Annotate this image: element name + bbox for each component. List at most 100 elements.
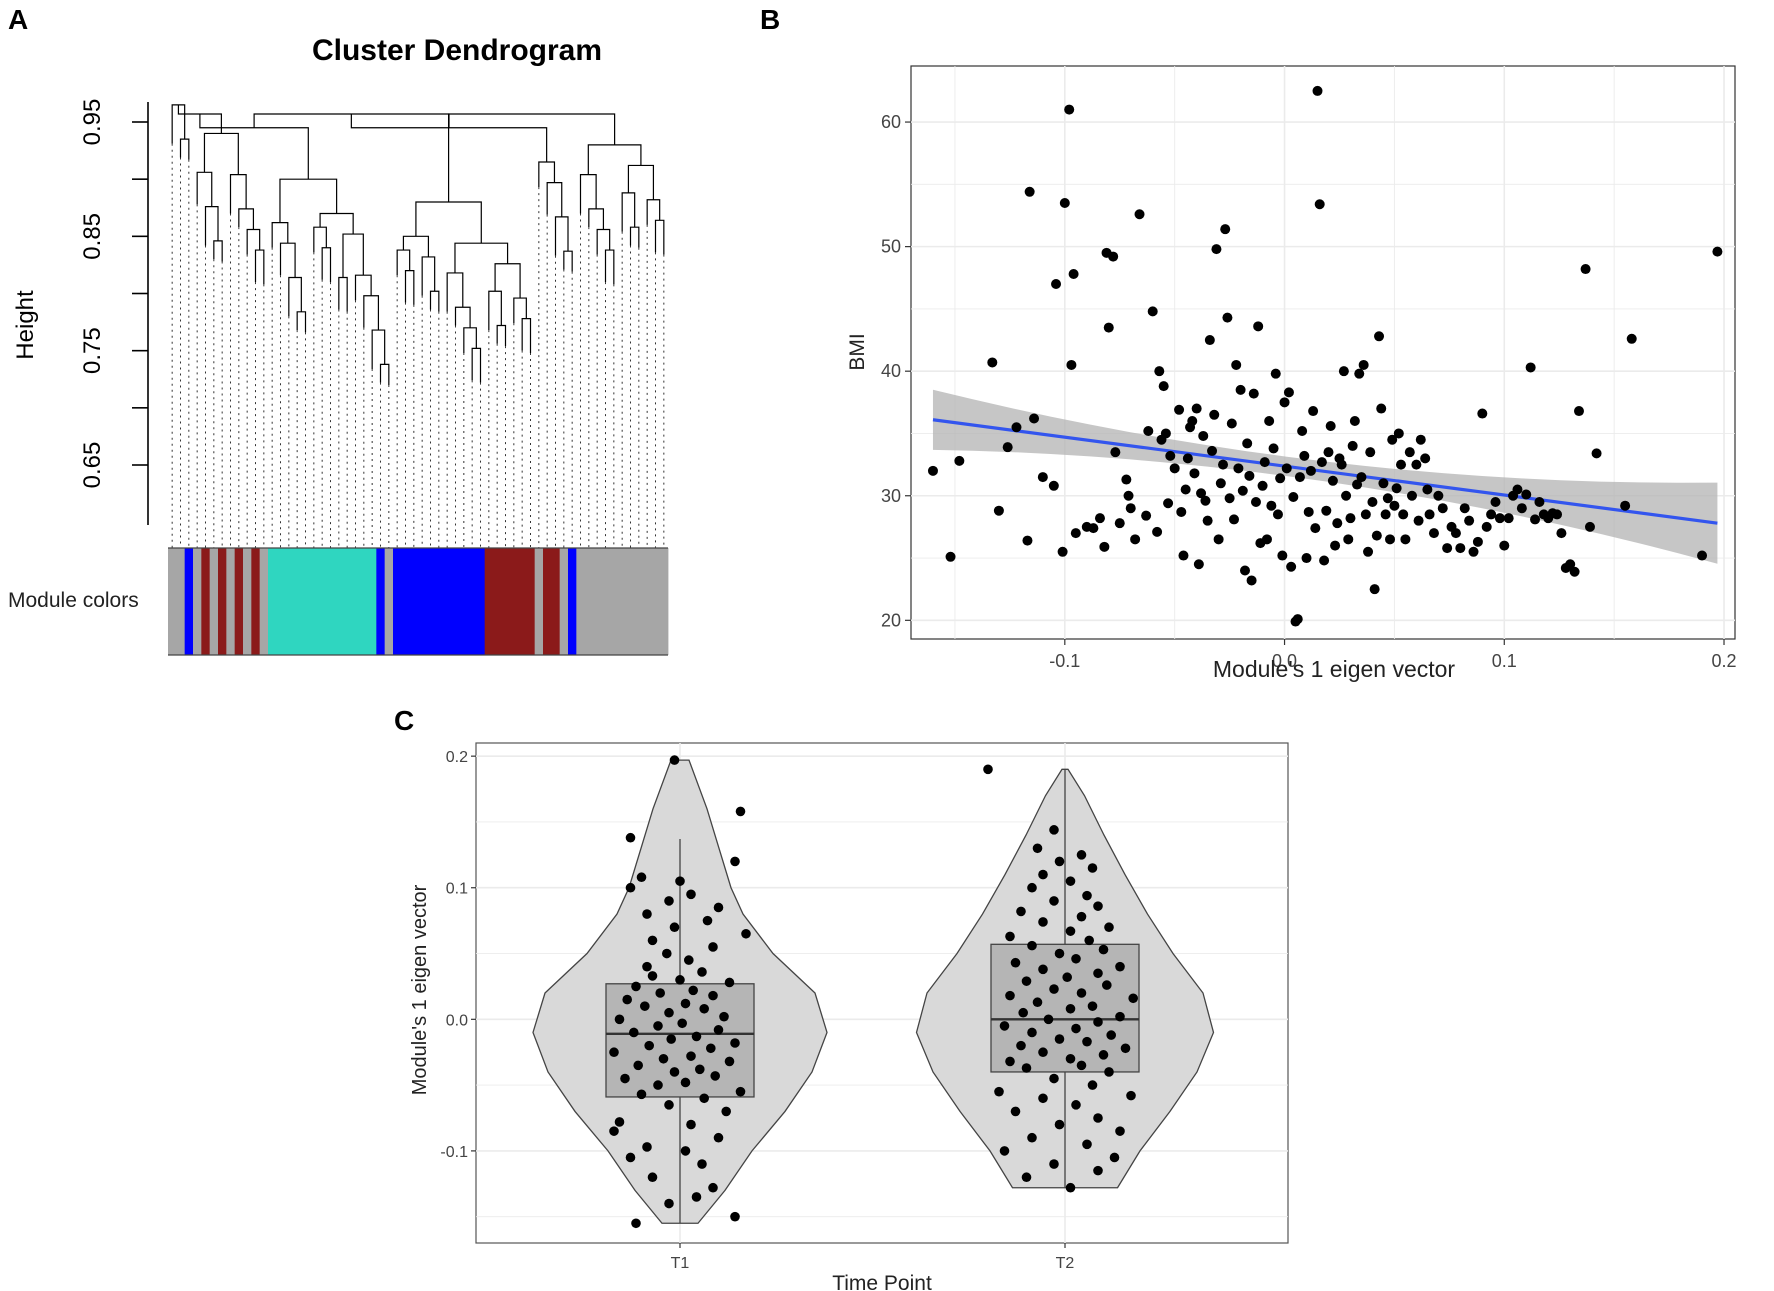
scatter-point — [1365, 447, 1376, 458]
scatter-point — [1204, 335, 1215, 346]
violin-point-T1 — [640, 1001, 650, 1011]
scatter-point — [1134, 209, 1145, 220]
module-segment-turquoise — [268, 548, 377, 655]
module-segment-grey — [259, 548, 269, 655]
module-segment-darkred — [201, 548, 211, 655]
violin-point-T2 — [1054, 948, 1065, 959]
violin-point-T1 — [730, 856, 740, 867]
scatter-point — [1486, 509, 1497, 520]
violin-ylabel: Module's 1 eigen vector — [409, 884, 431, 1095]
violin-point-T2 — [1087, 1001, 1098, 1011]
scatter-point — [1459, 503, 1470, 514]
scatter-xlabel: Module's 1 eigen vector — [1213, 656, 1456, 682]
scatter-point — [1341, 490, 1352, 501]
scatter-y-tick-label: 60 — [881, 112, 901, 132]
dendrogram-branch — [246, 228, 261, 255]
scatter-point — [1310, 523, 1321, 534]
scatter-point — [1268, 443, 1279, 454]
violin-point-T2 — [1093, 901, 1103, 911]
violin-point-T2 — [1071, 1100, 1081, 1110]
scatter-point — [1314, 199, 1325, 210]
violin-point-T1 — [669, 755, 680, 765]
scatter-point — [1261, 534, 1272, 545]
violin-point-T1 — [642, 909, 652, 919]
scatter-point — [945, 551, 956, 562]
scatter-point — [1380, 509, 1391, 520]
violin-point-T1 — [706, 1043, 716, 1054]
scatter-point — [1299, 450, 1310, 461]
scatter-point — [1165, 450, 1176, 461]
violin-point-T2 — [1120, 1043, 1131, 1054]
violin-point-T1 — [647, 935, 658, 946]
scatter-point — [1415, 434, 1426, 445]
scatter-point — [1198, 430, 1209, 441]
scatter-y-tick-label: 30 — [881, 486, 901, 506]
module-segment-grey — [559, 548, 569, 655]
violin-point-T1 — [666, 1034, 676, 1044]
violin-point-T2 — [1038, 964, 1048, 975]
module-segment-grey — [209, 548, 219, 655]
scatter-grid — [911, 66, 1735, 639]
violin-point-T2 — [1049, 825, 1059, 835]
module-segment-darkred — [234, 548, 244, 655]
scatter-point — [1211, 244, 1222, 255]
violin-point-T1 — [680, 998, 691, 1009]
violin-point-T1 — [614, 1117, 625, 1127]
scatter-point — [1422, 484, 1433, 495]
violin-point-T1 — [664, 1198, 674, 1209]
dendrogram-y-tick-label: 0.85 — [79, 213, 106, 260]
violin-point-T2 — [1065, 1053, 1076, 1064]
violin-point-T2 — [1016, 1040, 1026, 1051]
violin-point-T1 — [730, 1038, 740, 1048]
violin-point-T1 — [686, 889, 696, 900]
scatter-point — [1325, 420, 1336, 431]
dendrogram-branch — [629, 226, 640, 248]
violin-point-T1 — [724, 1056, 735, 1067]
scatter-point — [1283, 387, 1294, 398]
scatter-point — [927, 465, 938, 476]
module-segment-darkred — [218, 548, 227, 655]
violin-point-T2 — [1082, 1036, 1092, 1047]
scatter-point — [1327, 475, 1338, 486]
violin-point-T1 — [609, 1047, 619, 1058]
scatter-point — [1141, 510, 1152, 521]
scatter-point — [954, 455, 965, 466]
violin-point-T2 — [1065, 926, 1076, 936]
module-segment-darkred — [251, 548, 261, 655]
scatter-point — [1580, 264, 1591, 275]
module-segment-darkred — [484, 548, 536, 655]
scatter-x-tick-label: -0.1 — [1049, 651, 1080, 671]
scatter-point — [1323, 447, 1334, 458]
violin-point-T1 — [680, 1077, 691, 1088]
violin-point-T2 — [1049, 1159, 1059, 1169]
scatter-point — [1569, 566, 1580, 577]
scatter-point — [1358, 359, 1369, 370]
scatter-point — [1147, 306, 1158, 317]
violin-point-T2 — [1093, 1165, 1103, 1176]
scatter-point — [1022, 535, 1033, 546]
scatter-point — [1349, 416, 1360, 427]
violin-point-T2 — [1049, 896, 1059, 906]
scatter-point — [1308, 406, 1319, 417]
dendrogram-branch — [196, 171, 213, 207]
violin-y-tick-label: -0.1 — [440, 1144, 468, 1161]
violin-point-T2 — [1076, 850, 1087, 860]
dendrogram-branch — [288, 276, 302, 317]
scatter-point — [1275, 473, 1286, 484]
dendrogram-branch — [279, 178, 338, 223]
dendrogram-branch — [338, 276, 348, 312]
scatter-ticks: -0.1 0.0 0.1 0.2 20 30 40 50 60 — [881, 112, 1737, 671]
violin-point-T2 — [1049, 1073, 1059, 1084]
violin-point-T2 — [1098, 944, 1109, 955]
dendrogram-branch — [179, 138, 190, 160]
violin-point-T2 — [983, 764, 993, 775]
violin-point-T2 — [1065, 1003, 1076, 1014]
dendrogram-leaf-lines — [171, 143, 665, 548]
dendrogram-branch — [213, 240, 223, 262]
scatter-point — [1169, 463, 1180, 474]
violin-point-T1 — [675, 876, 685, 886]
violin-point-T2 — [1093, 968, 1103, 979]
scatter-point — [1424, 509, 1435, 520]
scatter-point — [1420, 453, 1431, 464]
violin-point-T2 — [1062, 972, 1072, 983]
